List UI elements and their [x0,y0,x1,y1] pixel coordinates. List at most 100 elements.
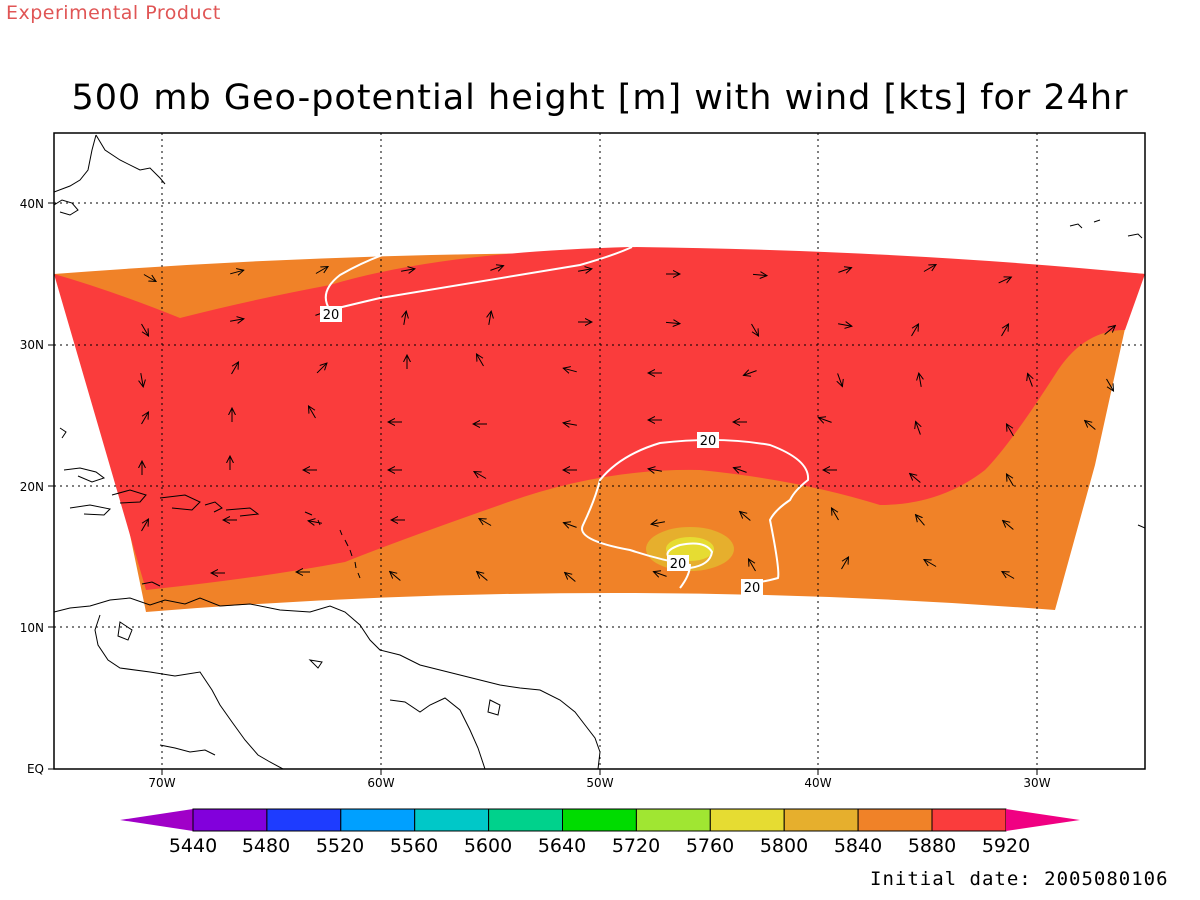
wind-arrow [919,373,921,387]
colorbar-swatch [414,808,490,832]
colorbar [120,808,1080,832]
lon-label-60w: 60W [367,776,394,790]
wind-arrow [1007,474,1014,487]
graticule [54,133,1145,769]
wind-arrow [916,515,925,526]
wind-arrow [916,421,921,435]
colorbar-label: 5800 [760,835,808,857]
wind-arrow [998,277,1012,283]
colorbar-label: 5560 [390,835,438,857]
wind-arrow [911,324,919,337]
contour-label-4: 20 [741,579,763,596]
wind-arrow [490,266,503,271]
wind-arrow [653,572,667,577]
wind-contour-inner [666,542,714,569]
wind-arrow [838,268,851,273]
wind-arrow [230,319,244,321]
wind-arrow [479,519,492,526]
lon-label-50w: 50W [586,776,613,790]
colorbar-swatch [857,808,933,832]
colorbar-label: 5640 [538,835,586,857]
wind-arrow [743,371,757,376]
wind-arrow [308,521,322,523]
wind-arrow [563,523,577,528]
wind-arrow [1106,378,1114,391]
wind-arrow [141,412,149,425]
wind-arrow [141,373,143,387]
colorbar-swatch [340,808,416,832]
lat-axis-labels: EQ 10N 20N 30N 40N [20,197,44,776]
wind-arrow [1002,572,1015,579]
lat-label-20n: 20N [20,480,44,494]
wind-arrow [665,322,680,323]
contour-label-text: 20 [700,434,717,449]
wind-arrow [740,512,751,521]
wind-arrow [752,274,767,275]
colorbar-swatch [931,808,1007,832]
coastlines [54,134,1145,769]
wind-arrow [315,267,328,274]
map-title: 500 mb Geo-potential height [m] with win… [71,78,1129,118]
wind-arrow [231,362,239,375]
wind-arrow [565,573,576,582]
colorbar-swatch [562,808,637,832]
contour-label-2: 20 [697,432,719,449]
axis-ticks [48,202,1038,775]
contour-label-text: 20 [670,557,687,572]
contour-label-3: 20 [667,555,689,572]
wind-arrow [751,323,759,336]
colorbar-label: 5760 [686,835,734,857]
colorbar-labels: 5440 5480 5520 5560 5600 5640 5720 5760 … [169,835,1030,857]
colorbar-label: 5520 [316,835,364,857]
wind-arrow [390,572,401,581]
wind-arrow [309,406,316,419]
contour-label-text: 20 [323,308,340,323]
lon-label-40w: 40W [804,776,831,790]
lon-label-30w: 30W [1023,776,1050,790]
initial-date: Initial date: 2005080106 [870,868,1169,890]
wind-arrow [1104,326,1116,335]
colorbar-swatch [488,808,564,832]
wind-arrow [838,373,843,386]
lat-label-40n: 40N [20,197,44,211]
colorbar-label: 5880 [908,835,956,857]
wind-arrow [841,557,849,570]
wind-arrow [316,363,327,374]
wind-arrow [1001,324,1009,337]
wind-arrow [401,269,415,271]
wind-arrow [733,468,747,473]
lat-label-eq: EQ [27,762,44,776]
wind-arrow [818,418,832,423]
azores-islands [1069,219,1145,529]
wind-arrow [474,472,487,479]
wind-arrow [477,354,484,367]
colorbar-max-arrow [1005,809,1080,831]
product-label: Experimental Product [6,2,221,24]
colorbar-label: 5840 [834,835,882,857]
colorbar-swatch [266,808,342,832]
colorbar-label: 5600 [464,835,512,857]
wind-arrow [563,368,577,372]
wind-vectors [141,265,1116,582]
lon-axis-labels: 70W 60W 50W 40W 30W [148,776,1050,790]
wind-arrow [910,474,921,483]
lat-label-10n: 10N [20,621,44,635]
colorbar-swatch [635,808,711,832]
lon-label-70w: 70W [148,776,175,790]
colorbar-swatch [783,808,859,832]
south-america-coast [54,597,601,769]
wind-arrow [563,423,577,425]
wind-arrow [1003,521,1014,530]
wind-arrow [230,270,244,274]
wind-arrow [489,311,491,325]
wind-arrow [141,519,149,532]
colorbar-swatch [709,808,785,832]
contour-label-1: 20 [320,306,342,323]
colorbar-min-arrow [120,809,193,831]
wind-arrow [924,560,937,567]
wind-arrow [648,469,662,471]
wind-arrow [749,559,756,572]
colorbar-label: 5440 [169,835,217,857]
contour-label-text: 20 [744,581,761,596]
